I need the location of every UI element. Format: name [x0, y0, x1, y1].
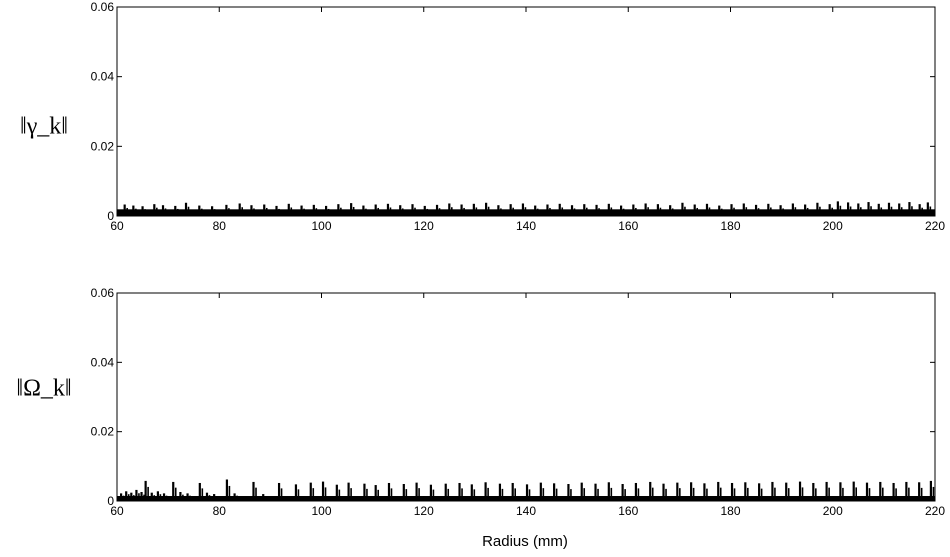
omega-norm-xtick-label: 60 — [110, 504, 124, 518]
omega-norm-xtick-label: 120 — [414, 504, 434, 518]
omega-norm-ylabel: ‖Ω_k‖ — [16, 376, 71, 402]
gamma-norm-ytick-label: 0.02 — [91, 139, 115, 153]
gamma-norm-plot-frame — [116, 6, 936, 217]
gamma-norm-xtick-label: 220 — [925, 219, 945, 233]
gamma-norm-axes: 60 80 100 120 140 160 180 200 220 0 0.02 0.04 0.06 — [91, 0, 946, 233]
omega-norm-xtick-label: 180 — [720, 504, 740, 518]
omega-norm-xtick-label: 220 — [925, 504, 945, 518]
gamma-norm-xtick-label: 60 — [110, 219, 124, 233]
omega-norm-xtick-label: 140 — [516, 504, 536, 518]
omega-norm-panel: ‖Ω_k‖ 60 80 100 120 140 160 180 200 220 0 0.02 0.04… — [16, 286, 945, 550]
omega-norm-xtick-label: 200 — [823, 504, 843, 518]
gamma-norm-xtick-label: 160 — [618, 219, 638, 233]
gamma-norm-ytick-label: 0.04 — [91, 70, 115, 84]
gamma-norm-xtick-label: 140 — [516, 219, 536, 233]
omega-norm-plot-frame — [116, 292, 936, 502]
omega-norm-axes: 60 80 100 120 140 160 180 200 220 0 0.02 0.04 0.06 — [91, 286, 946, 518]
omega-norm-ytick-label: 0.02 — [91, 425, 115, 439]
gamma-norm-ytick-label: 0 — [107, 209, 114, 223]
omega-norm-ytick-label: 0.06 — [91, 286, 115, 300]
omega-norm-ytick-label: 0 — [107, 494, 114, 508]
gamma-norm-xtick-label: 180 — [720, 219, 740, 233]
gamma-norm-ytick-label: 0.06 — [91, 0, 115, 14]
omega-norm-ytick-label: 0.04 — [91, 355, 115, 369]
gamma-norm-panel: ‖γ_k‖ 60 80 100 120 140 160 180 200 220 0 0.02 0.04… — [20, 0, 945, 233]
omega-norm-xtick-label: 80 — [213, 504, 227, 518]
omega-norm-xtick-label: 160 — [618, 504, 638, 518]
gamma-norm-xtick-label: 200 — [823, 219, 843, 233]
gamma-norm-xtick-label: 80 — [213, 219, 227, 233]
gamma-norm-ylabel: ‖γ_k‖ — [20, 114, 68, 140]
gamma-norm-xtick-label: 100 — [311, 219, 331, 233]
radius-xlabel: Radius (mm) — [482, 533, 568, 550]
omega-norm-xtick-label: 100 — [311, 504, 331, 518]
gamma-norm-xtick-label: 120 — [414, 219, 434, 233]
